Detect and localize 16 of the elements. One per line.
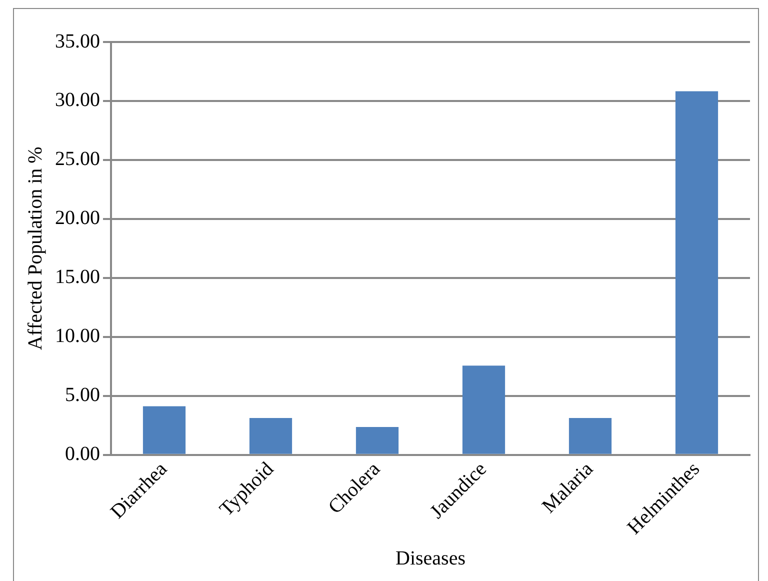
y-tick-label: 5.00 [65, 384, 100, 406]
bar [675, 91, 718, 454]
bar [462, 366, 506, 454]
y-tick-label: 35.00 [55, 30, 100, 52]
y-axis-title: Affected Population in % [24, 146, 46, 350]
bar [142, 406, 186, 454]
bar [568, 418, 612, 454]
y-tick-label: 25.00 [55, 148, 100, 170]
y-tick-label: 20.00 [55, 207, 100, 230]
bar [356, 426, 399, 454]
x-axis-title: Diseases [396, 547, 466, 570]
y-tick-label: 0.00 [65, 443, 100, 466]
y-tick-label: 30.00 [55, 89, 100, 112]
bar [249, 418, 292, 454]
y-tick-label: 15.00 [55, 266, 100, 288]
y-tick-label: 10.00 [55, 325, 100, 348]
